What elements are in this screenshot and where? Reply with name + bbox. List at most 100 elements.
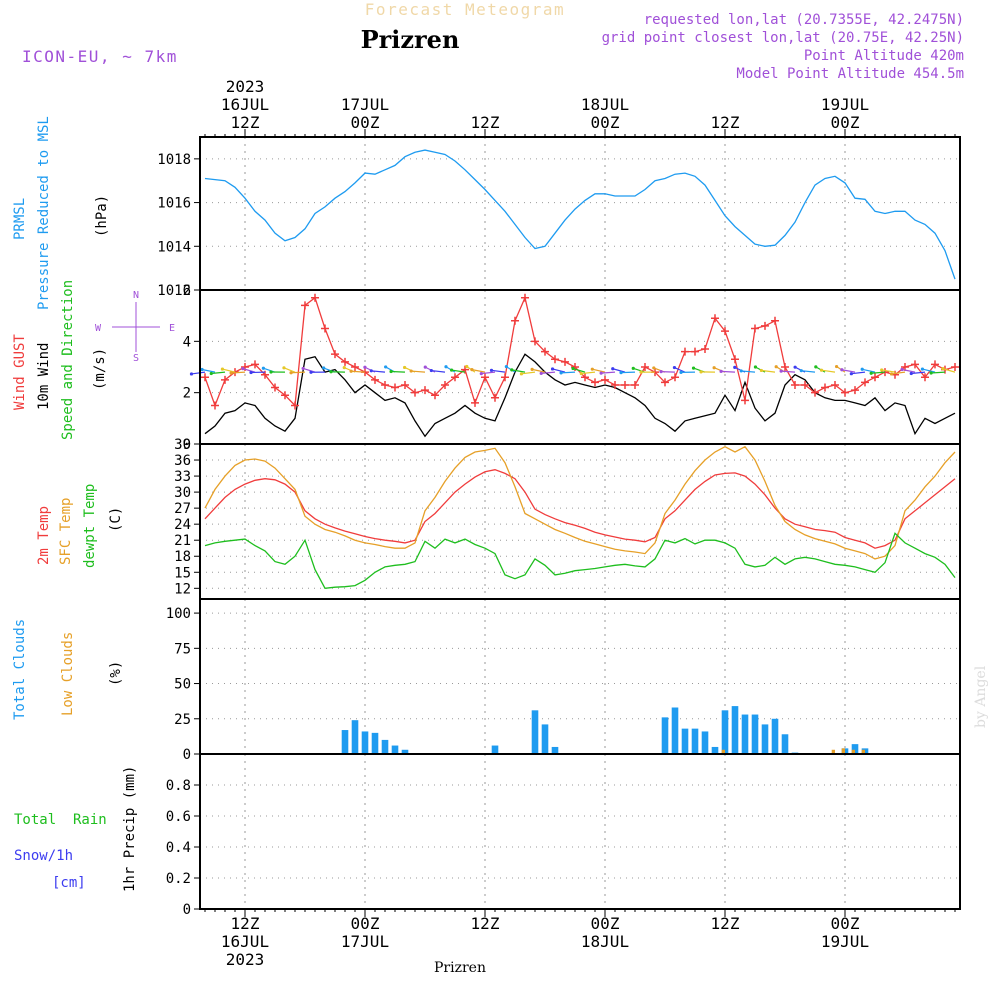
wind-arrow-head xyxy=(189,372,194,376)
gust-point xyxy=(921,373,929,382)
clouds-bar xyxy=(691,728,699,754)
clouds-bar xyxy=(541,724,549,754)
clouds-ytick-label: 75 xyxy=(174,641,191,657)
clouds-bar xyxy=(851,744,859,754)
gust-point xyxy=(541,347,549,356)
wind-arrow xyxy=(891,371,906,375)
clouds-bar xyxy=(551,746,559,754)
temperature-series-line xyxy=(204,469,956,549)
clouds-bar xyxy=(361,731,369,754)
pressure-ytick-label: 1012 xyxy=(157,283,191,299)
temperature-panel-labels: 2m Temp SFC Temp dewpt Temp (C) xyxy=(36,484,124,568)
gust-point xyxy=(711,314,719,323)
temperature-series-line xyxy=(204,532,956,589)
gust-point xyxy=(201,373,209,382)
wind-arrow xyxy=(561,371,576,374)
grid-point-coords: grid point closest lon,lat (20.75E, 42.2… xyxy=(602,30,964,46)
precip-ytick-label: 0.2 xyxy=(166,871,191,887)
wind-arrow xyxy=(841,369,856,373)
gust-point xyxy=(321,324,329,333)
bottom-time-label: 18JUL xyxy=(581,932,629,951)
wind-arrow-head xyxy=(510,368,514,372)
wind-arrow-head xyxy=(200,367,204,372)
bottom-time-label: 12Z xyxy=(471,914,500,933)
wind-arrow-head xyxy=(363,365,367,369)
gust-point xyxy=(531,337,539,346)
wind-arrow-head xyxy=(402,365,407,370)
gust-point xyxy=(681,347,689,356)
gust-point xyxy=(581,373,589,382)
gust-point xyxy=(701,345,709,354)
gust-point xyxy=(491,393,499,402)
clouds-bar xyxy=(531,710,539,754)
wind-arrow xyxy=(291,371,306,374)
wind-arrow-head xyxy=(599,371,603,375)
gust-point xyxy=(311,293,319,302)
wind-arrow-head xyxy=(282,366,286,370)
wind-arrow-head xyxy=(869,371,873,375)
wind-arrow xyxy=(781,370,796,373)
gust-point xyxy=(841,388,849,397)
wind-arrow-head xyxy=(860,367,864,371)
wind-arrow xyxy=(491,369,506,373)
clouds-ytick-label: 25 xyxy=(174,712,191,728)
wind-arrow-head xyxy=(799,369,803,373)
wind-arrow-head xyxy=(719,369,723,374)
wind-arrow-head xyxy=(739,369,743,373)
wind-arrow xyxy=(851,371,866,375)
wind-arrow-head xyxy=(900,367,904,372)
gust-point xyxy=(411,388,419,397)
wind-arrow xyxy=(601,371,616,374)
wind-arrow-head xyxy=(691,366,696,370)
bottom-time-label: 00Z xyxy=(351,914,380,933)
precip-ytick-label: 0.6 xyxy=(166,809,191,825)
top-time-label: 00Z xyxy=(591,113,620,132)
precip-label-cm: [cm] xyxy=(52,875,86,891)
top-time-label: 18JUL xyxy=(581,95,629,114)
temp-label-sfc: SFC Temp xyxy=(58,498,74,565)
wind-arrow-head xyxy=(409,369,413,373)
wind-arrow-head xyxy=(590,367,594,371)
wind-arrow-head xyxy=(880,368,884,372)
wind-arrow xyxy=(222,368,236,373)
gust-point xyxy=(291,401,299,410)
gust-point xyxy=(431,391,439,400)
precip-label-snow: Snow/1h xyxy=(14,848,73,864)
temperature-ytick-label: 36 xyxy=(174,453,191,469)
wind-arrow-head xyxy=(679,370,683,374)
clouds-bar xyxy=(701,731,709,754)
wind-arrow xyxy=(411,370,426,373)
wind-arrow xyxy=(633,367,646,373)
wind-arrow-head xyxy=(849,372,853,376)
temperature-ytick-label: 39 xyxy=(174,437,191,453)
wind-arrow-head xyxy=(779,369,783,373)
wind-arrow xyxy=(191,371,206,375)
gust-point xyxy=(591,378,599,387)
clouds-bar xyxy=(341,730,349,754)
wind-arrow-head xyxy=(241,367,245,371)
gust-point xyxy=(481,373,489,382)
wind-arrow-head xyxy=(384,365,388,369)
clouds-bar xyxy=(761,724,769,754)
wind-arrow-head xyxy=(519,372,524,376)
wind-arrow-head xyxy=(261,366,265,370)
wind-arrow xyxy=(511,369,526,373)
wind-arrow xyxy=(231,371,246,374)
wind-arrow xyxy=(922,368,936,373)
wind-arrow xyxy=(821,369,836,373)
temperature-series-line xyxy=(204,445,956,560)
precip-frame xyxy=(199,753,961,910)
clouds-bar xyxy=(681,728,689,754)
gust-point xyxy=(501,373,509,382)
gust-point xyxy=(271,383,279,392)
wind-arrow xyxy=(371,370,386,373)
clouds-ytick-label: 50 xyxy=(174,677,191,693)
wind-arrow-head xyxy=(733,365,737,369)
temperature-ytick-label: 12 xyxy=(174,581,191,597)
compass-w: W xyxy=(95,323,102,334)
gust-point xyxy=(511,316,519,325)
wind-arrow-head xyxy=(301,366,305,371)
wind-arrow xyxy=(612,368,626,373)
wind-label-gust: Wind GUST xyxy=(12,334,28,410)
temperature-ytick-label: 24 xyxy=(174,517,191,533)
